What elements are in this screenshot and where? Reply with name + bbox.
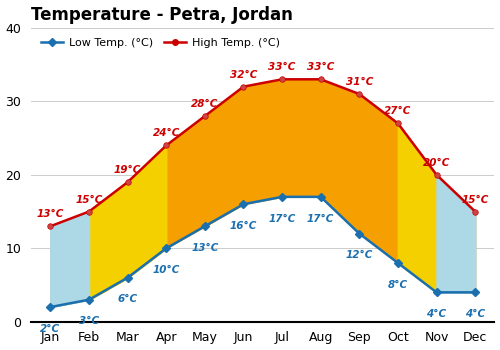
Text: 4°C: 4°C <box>426 309 446 319</box>
Text: 15°C: 15°C <box>76 195 103 205</box>
Text: 16°C: 16°C <box>230 221 257 231</box>
Text: 13°C: 13°C <box>37 209 64 219</box>
Text: Temperature - Petra, Jordan: Temperature - Petra, Jordan <box>31 6 293 23</box>
Text: 15°C: 15°C <box>462 195 489 205</box>
Text: 31°C: 31°C <box>346 77 373 87</box>
Text: 27°C: 27°C <box>384 106 411 117</box>
Text: 2°C: 2°C <box>40 324 60 334</box>
Text: 4°C: 4°C <box>465 309 485 319</box>
Text: 13°C: 13°C <box>191 243 218 253</box>
Text: 12°C: 12°C <box>346 250 373 260</box>
Text: 32°C: 32°C <box>230 70 257 80</box>
Text: 19°C: 19°C <box>114 165 141 175</box>
Text: 20°C: 20°C <box>423 158 450 168</box>
Text: 17°C: 17°C <box>268 214 296 224</box>
Text: 24°C: 24°C <box>152 128 180 139</box>
Text: 33°C: 33°C <box>307 62 334 72</box>
Text: 10°C: 10°C <box>152 265 180 275</box>
Text: 6°C: 6°C <box>118 294 138 304</box>
Text: 28°C: 28°C <box>191 99 218 109</box>
Text: 17°C: 17°C <box>307 214 334 224</box>
Text: 8°C: 8°C <box>388 280 408 289</box>
Text: 3°C: 3°C <box>79 316 99 326</box>
Text: 33°C: 33°C <box>268 62 296 72</box>
Legend: Low Temp. (°C), High Temp. (°C): Low Temp. (°C), High Temp. (°C) <box>36 34 284 52</box>
